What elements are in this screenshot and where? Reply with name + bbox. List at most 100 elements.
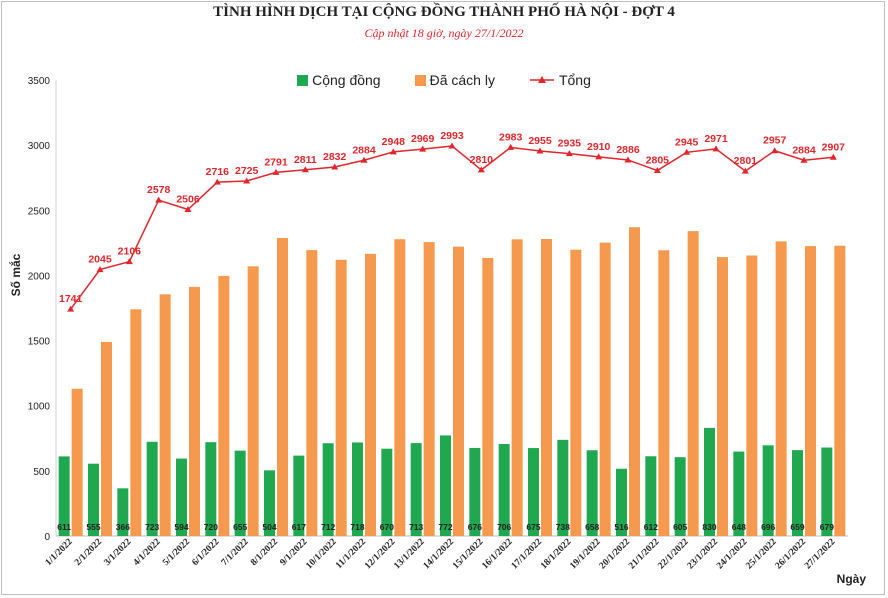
x-axis-label: Ngày <box>836 572 866 586</box>
point-tong <box>771 147 779 154</box>
x-tick-label: 15/1/2022 <box>451 537 485 571</box>
data-label-tong: 2910 <box>587 141 611 153</box>
bar-da-cach-ly <box>599 242 611 537</box>
y-tick-label: 3500 <box>28 76 51 87</box>
bar-da-cach-ly <box>658 250 670 536</box>
data-label-cong-dong: 605 <box>673 522 687 532</box>
x-tick-label: 3/1/2022 <box>102 537 133 568</box>
data-label-tong: 2805 <box>646 155 670 167</box>
point-tong <box>96 266 104 273</box>
x-tick-label: 11/1/2022 <box>334 537 368 571</box>
point-tong <box>712 145 720 152</box>
point-tong <box>389 148 397 155</box>
point-tong <box>272 168 280 175</box>
bar-cong-dong <box>293 455 305 536</box>
data-label-tong: 2948 <box>382 136 406 148</box>
point-tong <box>624 156 632 163</box>
bar-cong-dong <box>88 463 99 536</box>
legend-label: Tổng <box>558 72 591 88</box>
data-label-tong: 2810 <box>470 154 494 166</box>
point-tong <box>683 148 691 155</box>
chart-subtitle: Cập nhật 18 giờ, ngày 27/1/2022 <box>364 26 524 40</box>
bar-da-cach-ly <box>218 275 230 536</box>
point-tong <box>448 142 456 149</box>
x-tick-label: 17/1/2022 <box>510 537 544 571</box>
point-tong <box>653 167 661 174</box>
data-label-tong: 2045 <box>88 254 112 266</box>
point-tong <box>213 178 221 185</box>
y-tick-label: 1000 <box>28 402 51 413</box>
legend-swatch-orange <box>414 74 426 86</box>
bar-da-cach-ly <box>335 259 347 536</box>
y-tick-label: 2500 <box>28 206 51 217</box>
data-label-cong-dong: 718 <box>350 522 364 532</box>
bar-da-cach-ly <box>101 341 112 536</box>
bar-cong-dong <box>645 456 657 536</box>
legend: Cộng đồng Đã cách ly Tổng <box>0 72 888 88</box>
bar-da-cach-ly <box>511 239 523 537</box>
data-label-tong: 2907 <box>822 141 846 153</box>
data-label-cong-dong: 648 <box>732 522 746 532</box>
data-label-cong-dong: 712 <box>321 522 335 532</box>
bar-cong-dong <box>440 435 451 536</box>
bar-da-cach-ly <box>629 227 640 537</box>
bar-da-cach-ly <box>365 253 376 536</box>
y-tick-label: 1500 <box>28 337 51 348</box>
data-label-tong: 2983 <box>499 131 523 143</box>
bar-da-cach-ly <box>306 250 318 536</box>
bar-cong-dong <box>352 442 363 536</box>
point-tong <box>301 166 309 173</box>
bar-da-cach-ly <box>453 246 464 536</box>
x-tick-label: 18/1/2022 <box>539 537 573 571</box>
bar-da-cach-ly <box>717 257 728 536</box>
data-label-cong-dong: 713 <box>409 522 423 532</box>
x-tick-label: 25/1/2022 <box>744 537 778 571</box>
x-tick-label: 19/1/2022 <box>568 537 602 571</box>
data-label-cong-dong: 675 <box>526 522 540 532</box>
x-tick-label: 10/1/2022 <box>304 537 338 571</box>
bar-cong-dong <box>498 444 510 536</box>
data-label-cong-dong: 706 <box>497 522 511 532</box>
point-tong <box>741 167 749 174</box>
bar-cong-dong <box>792 450 803 536</box>
data-label-cong-dong: 772 <box>438 522 452 532</box>
data-label-cong-dong: 611 <box>57 522 71 532</box>
x-tick-label: 22/1/2022 <box>656 537 690 571</box>
data-label-cong-dong: 679 <box>820 522 834 532</box>
x-tick-label: 4/1/2022 <box>132 537 163 568</box>
data-label-cong-dong: 830 <box>702 522 716 532</box>
bar-da-cach-ly <box>189 286 200 536</box>
data-label-tong: 2969 <box>411 133 435 145</box>
x-tick-label: 2/1/2022 <box>73 537 104 568</box>
bar-da-cach-ly <box>570 249 582 537</box>
point-tong <box>125 258 133 265</box>
x-tick-label: 7/1/2022 <box>220 537 251 568</box>
data-label-cong-dong: 504 <box>262 522 276 532</box>
bar-cong-dong <box>586 450 598 536</box>
bar-cong-dong <box>381 448 393 536</box>
bar-cong-dong <box>264 470 275 536</box>
x-tick-label: 12/1/2022 <box>363 537 397 571</box>
point-tong <box>331 163 339 170</box>
data-label-tong: 2716 <box>206 166 230 178</box>
data-label-cong-dong: 720 <box>204 522 218 532</box>
point-tong <box>595 153 603 160</box>
data-label-cong-dong: 676 <box>468 522 482 532</box>
data-label-cong-dong: 516 <box>614 522 628 532</box>
y-tick-label: 2000 <box>28 271 51 282</box>
x-tick-label: 26/1/2022 <box>774 537 808 571</box>
point-tong <box>536 147 544 154</box>
data-label-cong-dong: 696 <box>761 522 775 532</box>
x-tick-label: 14/1/2022 <box>422 537 456 571</box>
bar-cong-dong <box>469 447 481 536</box>
legend-item-tong: Tổng <box>529 72 591 88</box>
data-label-cong-dong: 658 <box>585 522 599 532</box>
bar-cong-dong <box>58 456 70 536</box>
bar-cong-dong <box>528 448 539 536</box>
data-label-tong: 2993 <box>440 130 464 142</box>
point-tong <box>419 145 427 152</box>
x-tick-label: 8/1/2022 <box>249 537 280 568</box>
bar-da-cach-ly <box>746 255 758 536</box>
data-label-tong: 2791 <box>264 156 288 168</box>
